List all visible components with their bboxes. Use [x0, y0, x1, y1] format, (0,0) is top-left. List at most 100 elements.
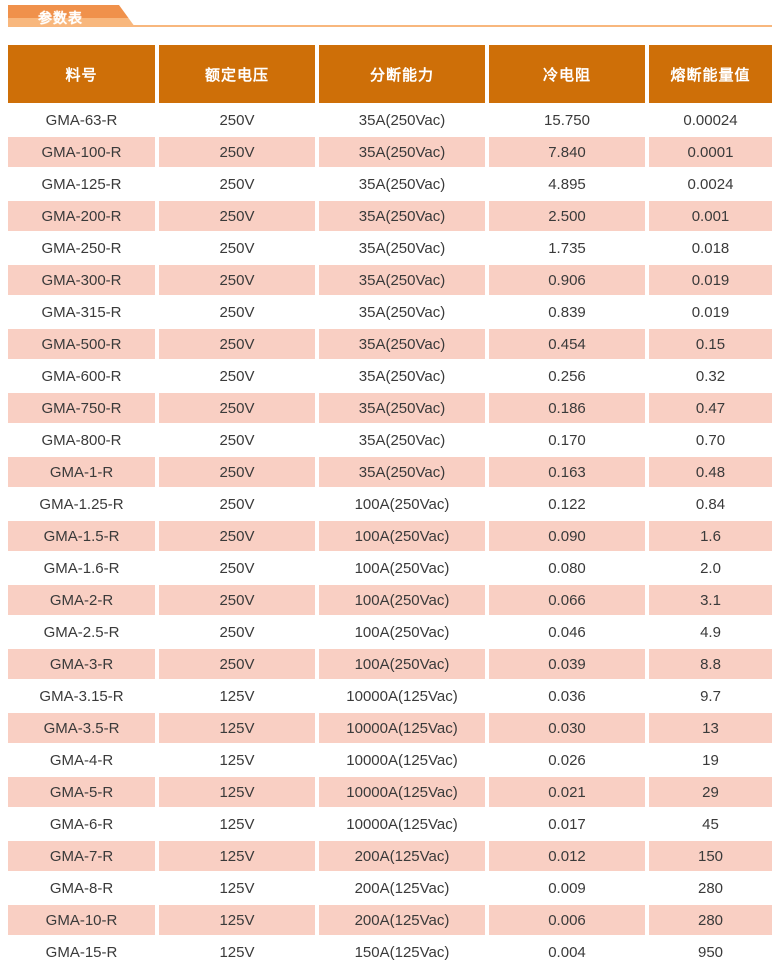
table-cell: GMA-2.5-R: [8, 617, 155, 647]
table-cell: 0.019: [649, 265, 772, 295]
table-cell: GMA-315-R: [8, 297, 155, 327]
table-cell: GMA-3.5-R: [8, 713, 155, 743]
column-header-breaking-capacity: 分断能力: [319, 45, 485, 103]
table-cell: GMA-63-R: [8, 105, 155, 135]
table-cell: 0.15: [649, 329, 772, 359]
table-cell: 100A(250Vac): [319, 649, 485, 679]
table-cell: 250V: [159, 649, 315, 679]
table-cell: 250V: [159, 201, 315, 231]
table-cell: 1.735: [489, 233, 645, 263]
column-header-fusing-energy: 熔断能量值: [649, 45, 772, 103]
table-cell: 2.0: [649, 553, 772, 583]
table-cell: 250V: [159, 361, 315, 391]
section-tab-bar: 参数表: [8, 0, 772, 27]
table-cell: 10000A(125Vac): [319, 681, 485, 711]
table-cell: 250V: [159, 617, 315, 647]
table-cell: 10000A(125Vac): [319, 713, 485, 743]
table-cell: 250V: [159, 169, 315, 199]
table-cell: GMA-3.15-R: [8, 681, 155, 711]
table-cell: GMA-2-R: [8, 585, 155, 615]
table-cell: 280: [649, 905, 772, 935]
table-cell: 150: [649, 841, 772, 871]
table-cell: GMA-200-R: [8, 201, 155, 231]
table-cell: 13: [649, 713, 772, 743]
table-cell: 3.1: [649, 585, 772, 615]
table-cell: 125V: [159, 937, 315, 967]
table-cell: 280: [649, 873, 772, 903]
table-cell: 0.026: [489, 745, 645, 775]
table-cell: 0.004: [489, 937, 645, 967]
table-cell: GMA-3-R: [8, 649, 155, 679]
table-cell: 35A(250Vac): [319, 265, 485, 295]
table-cell: GMA-500-R: [8, 329, 155, 359]
table-cell: 125V: [159, 713, 315, 743]
table-cell: 125V: [159, 905, 315, 935]
table-cell: 100A(250Vac): [319, 553, 485, 583]
table-cell: 200A(125Vac): [319, 905, 485, 935]
table-cell: 100A(250Vac): [319, 489, 485, 519]
table-cell: GMA-600-R: [8, 361, 155, 391]
table-cell: 0.012: [489, 841, 645, 871]
table-cell: GMA-1.25-R: [8, 489, 155, 519]
table-cell: 250V: [159, 585, 315, 615]
table-cell: 0.70: [649, 425, 772, 455]
table-cell: GMA-10-R: [8, 905, 155, 935]
table-cell: 100A(250Vac): [319, 617, 485, 647]
parameters-table: 料号 额定电压 分断能力 冷电阻 熔断能量值 GMA-63-R 250V 35A(2…: [8, 45, 772, 967]
table-cell: 0.122: [489, 489, 645, 519]
table-cell: 35A(250Vac): [319, 137, 485, 167]
table-cell: GMA-300-R: [8, 265, 155, 295]
table-cell: 0.018: [649, 233, 772, 263]
table-cell: 125V: [159, 809, 315, 839]
table-cell: 250V: [159, 425, 315, 455]
table-cell: 0.84: [649, 489, 772, 519]
table-cell: 0.039: [489, 649, 645, 679]
table-cell: 0.00024: [649, 105, 772, 135]
table-cell: GMA-7-R: [8, 841, 155, 871]
table-cell: 0.906: [489, 265, 645, 295]
column-header-part-number: 料号: [8, 45, 155, 103]
table-cell: GMA-6-R: [8, 809, 155, 839]
table-cell: GMA-4-R: [8, 745, 155, 775]
table-cell: 10000A(125Vac): [319, 809, 485, 839]
table-cell: 7.840: [489, 137, 645, 167]
table-cell: 250V: [159, 233, 315, 263]
table-cell: 0.0024: [649, 169, 772, 199]
table-cell: GMA-15-R: [8, 937, 155, 967]
table-cell: 250V: [159, 393, 315, 423]
table-cell: 0.066: [489, 585, 645, 615]
table-cell: 35A(250Vac): [319, 425, 485, 455]
table-cell: 35A(250Vac): [319, 361, 485, 391]
table-cell: GMA-250-R: [8, 233, 155, 263]
table-cell: 0.009: [489, 873, 645, 903]
table-cell: 0.163: [489, 457, 645, 487]
table-cell: 4.895: [489, 169, 645, 199]
table-cell: 35A(250Vac): [319, 457, 485, 487]
table-cell: 10000A(125Vac): [319, 745, 485, 775]
table-cell: 0.256: [489, 361, 645, 391]
table-cell: 29: [649, 777, 772, 807]
table-cell: 250V: [159, 489, 315, 519]
table-cell: 45: [649, 809, 772, 839]
table-cell: 0.030: [489, 713, 645, 743]
table-cell: 125V: [159, 681, 315, 711]
table-cell: GMA-750-R: [8, 393, 155, 423]
table-cell: 250V: [159, 137, 315, 167]
table-cell: 0.0001: [649, 137, 772, 167]
table-cell: 250V: [159, 105, 315, 135]
table-cell: GMA-125-R: [8, 169, 155, 199]
table-cell: 1.6: [649, 521, 772, 551]
table-cell: 0.47: [649, 393, 772, 423]
table-cell: 100A(250Vac): [319, 521, 485, 551]
table-cell: 0.48: [649, 457, 772, 487]
table-cell: 0.001: [649, 201, 772, 231]
table-cell: 125V: [159, 745, 315, 775]
table-cell: 125V: [159, 873, 315, 903]
table-cell: 10000A(125Vac): [319, 777, 485, 807]
table-cell: 200A(125Vac): [319, 873, 485, 903]
table-cell: 35A(250Vac): [319, 201, 485, 231]
section-tab: 参数表: [8, 5, 135, 27]
table-cell: 250V: [159, 521, 315, 551]
table-cell: 0.080: [489, 553, 645, 583]
table-cell: 9.7: [649, 681, 772, 711]
